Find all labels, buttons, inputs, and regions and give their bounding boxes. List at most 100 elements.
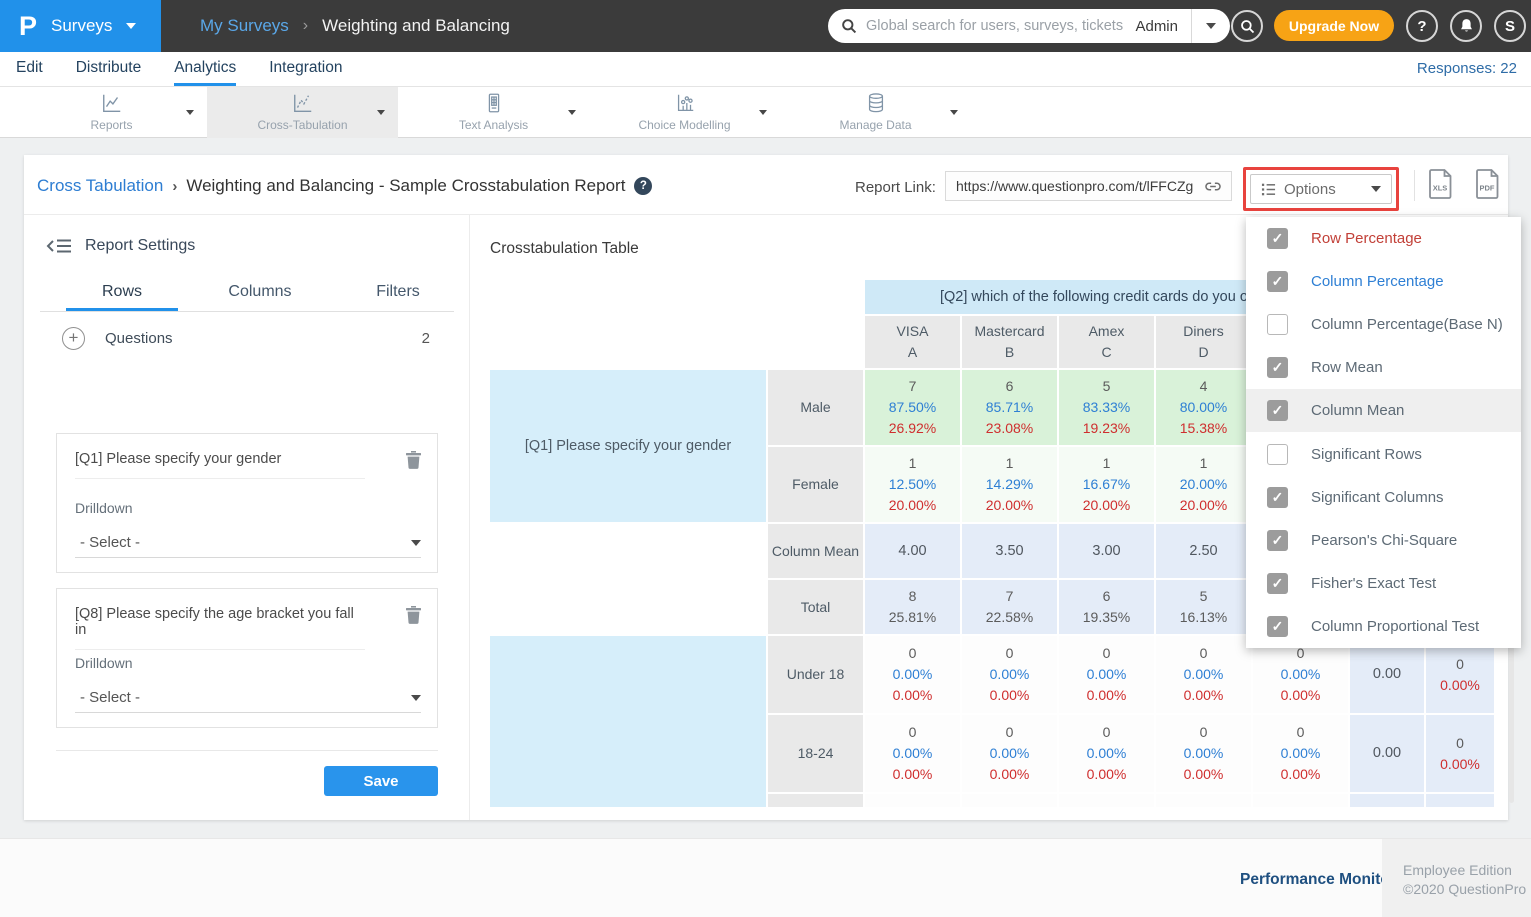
chevron-down-icon[interactable] <box>377 110 385 115</box>
checkbox[interactable]: ✓ <box>1267 271 1288 292</box>
options-button[interactable]: Options <box>1250 174 1392 204</box>
checkbox[interactable]: ✓ <box>1267 400 1288 421</box>
edition-info: Employee Edition ©2020 QuestionPro <box>1382 839 1531 917</box>
menu-item-column-percentage-base-n[interactable]: ✓ Column Percentage(Base N) <box>1246 303 1521 346</box>
menu-item-significant-columns[interactable]: ✓ Significant Columns <box>1246 476 1521 519</box>
tab-columns[interactable]: Columns <box>204 277 316 311</box>
table-cell: 2.50 <box>1156 524 1251 578</box>
line-chart-icon <box>16 92 207 114</box>
checkbox[interactable]: ✓ <box>1267 487 1288 508</box>
toolbar-label: Manage Data <box>780 118 971 132</box>
search-icon <box>1240 19 1255 34</box>
cross-tabulation-link[interactable]: Cross Tabulation <box>37 176 163 196</box>
menu-item-fishers-exact-test[interactable]: ✓ Fisher's Exact Test <box>1246 562 1521 605</box>
table-cell: 722.58% <box>962 580 1057 634</box>
export-pdf-button[interactable]: PDF <box>1475 169 1501 204</box>
select-value: - Select - <box>75 689 411 706</box>
col-header-visa: VISAA <box>865 316 960 368</box>
nav-item-analytics[interactable]: Analytics <box>174 59 236 86</box>
drilldown-label: Drilldown <box>75 500 133 516</box>
check-icon: ✓ <box>1272 230 1284 247</box>
chevron-down-icon[interactable] <box>186 110 194 115</box>
check-icon: ✓ <box>1272 273 1284 290</box>
nav-item-integration[interactable]: Integration <box>269 59 342 86</box>
report-help-button[interactable]: ? <box>634 177 652 195</box>
product-label: Surveys <box>51 16 112 36</box>
table-cell: 00.00%0.00% <box>865 636 960 713</box>
menu-item-pearsons-chi-square[interactable]: ✓ Pearson's Chi-Square <box>1246 519 1521 562</box>
report-link-field[interactable] <box>945 171 1232 201</box>
check-icon: ✓ <box>1272 359 1284 376</box>
tab-rows[interactable]: Rows <box>66 277 178 311</box>
toolbar-label: Reports <box>16 118 207 132</box>
pdf-label: PDF <box>1480 184 1495 193</box>
options-label: Options <box>1284 181 1363 198</box>
menu-item-column-proportional-test[interactable]: ✓ Column Proportional Test <box>1246 605 1521 648</box>
cross-tab-chart-icon <box>207 92 398 114</box>
table-cell: 00.00%0.00% <box>1156 636 1251 713</box>
performance-monitor-link[interactable]: Performance Monitor <box>1240 871 1396 889</box>
chevron-down-icon[interactable] <box>568 110 576 115</box>
toolbar-item-cross-tabulation[interactable]: Cross-Tabulation <box>207 87 398 138</box>
checkbox[interactable]: ✓ <box>1267 228 1288 249</box>
questionpro-logo: P <box>19 11 37 42</box>
search-scope-label: Admin <box>1135 18 1191 35</box>
help-button[interactable]: ? <box>1406 10 1438 42</box>
delete-question-button[interactable] <box>405 450 422 474</box>
question-mark-icon: ? <box>640 180 647 192</box>
table-cell: 00.00%0.00% <box>1156 715 1251 792</box>
table-cell: 120.00%20.00% <box>1156 447 1251 522</box>
delete-question-button[interactable] <box>405 605 422 629</box>
toolbar-item-choice-modelling[interactable]: Choice Modelling <box>589 87 780 138</box>
nav-item-distribute[interactable]: Distribute <box>76 59 141 86</box>
search-input[interactable] <box>866 18 1135 34</box>
link-icon[interactable] <box>1203 179 1223 194</box>
table-cell <box>962 794 1057 807</box>
table-cell: 00.00%0.00% <box>1059 636 1154 713</box>
save-button[interactable]: Save <box>324 766 438 796</box>
menu-item-column-mean[interactable]: ✓ Column Mean <box>1246 389 1521 432</box>
menu-item-column-percentage[interactable]: ✓ Column Percentage <box>1246 260 1521 303</box>
chevron-down-icon[interactable] <box>759 110 767 115</box>
chevron-down-icon[interactable] <box>950 110 958 115</box>
table-cell: 00.00%0.00% <box>865 715 960 792</box>
xls-label: XLS <box>1433 184 1448 193</box>
breadcrumb-my-surveys[interactable]: My Surveys <box>200 16 289 36</box>
toolbar-item-manage-data[interactable]: Manage Data <box>780 87 971 138</box>
responses-count: Responses: 22 <box>1417 60 1517 77</box>
nav-item-edit[interactable]: Edit <box>16 59 43 86</box>
menu-item-label: Column Mean <box>1311 402 1404 419</box>
toolbar-item-reports[interactable]: Reports <box>16 87 207 138</box>
checkbox[interactable]: ✓ <box>1267 573 1288 594</box>
checkbox[interactable]: ✓ <box>1267 314 1288 335</box>
row-group-q1-label: [Q1] Please specify your gender <box>490 370 766 522</box>
search-scope-dropdown[interactable] <box>1192 9 1230 43</box>
table-cell: 112.50%20.00% <box>865 447 960 522</box>
top-bar: P Surveys My Surveys › Weighting and Bal… <box>0 0 1531 52</box>
notifications-button[interactable] <box>1450 10 1482 42</box>
menu-item-significant-rows[interactable]: ✓ Significant Rows <box>1246 432 1521 475</box>
checkbox[interactable]: ✓ <box>1267 530 1288 551</box>
toolbar-label: Choice Modelling <box>589 118 780 132</box>
checkbox[interactable]: ✓ <box>1267 444 1288 465</box>
checkbox[interactable]: ✓ <box>1267 357 1288 378</box>
export-xls-button[interactable]: XLS <box>1428 169 1454 204</box>
toolbar-item-text-analysis[interactable]: Text Analysis <box>398 87 589 138</box>
menu-item-label: Column Percentage(Base N) <box>1311 316 1503 333</box>
upgrade-now-button[interactable]: Upgrade Now <box>1274 10 1394 41</box>
user-avatar[interactable]: S <box>1494 10 1526 42</box>
drilldown-select[interactable]: - Select - <box>75 683 421 713</box>
menu-item-row-mean[interactable]: ✓ Row Mean <box>1246 346 1521 389</box>
report-url-input[interactable] <box>956 178 1203 194</box>
product-switcher[interactable]: P Surveys <box>0 0 161 52</box>
search-submit-button[interactable] <box>1231 10 1263 42</box>
drilldown-select[interactable]: - Select - <box>75 528 421 558</box>
add-question-button[interactable]: + <box>62 327 85 350</box>
table-cell: 00.00%0.00% <box>962 636 1057 713</box>
checkbox[interactable]: ✓ <box>1267 616 1288 637</box>
report-settings-toggle[interactable]: Report Settings <box>46 237 195 255</box>
col-header-amex: AmexC <box>1059 316 1154 368</box>
tab-filters[interactable]: Filters <box>342 277 454 311</box>
menu-item-row-percentage[interactable]: ✓ Row Percentage <box>1246 217 1521 260</box>
global-search[interactable]: Admin <box>828 9 1230 43</box>
